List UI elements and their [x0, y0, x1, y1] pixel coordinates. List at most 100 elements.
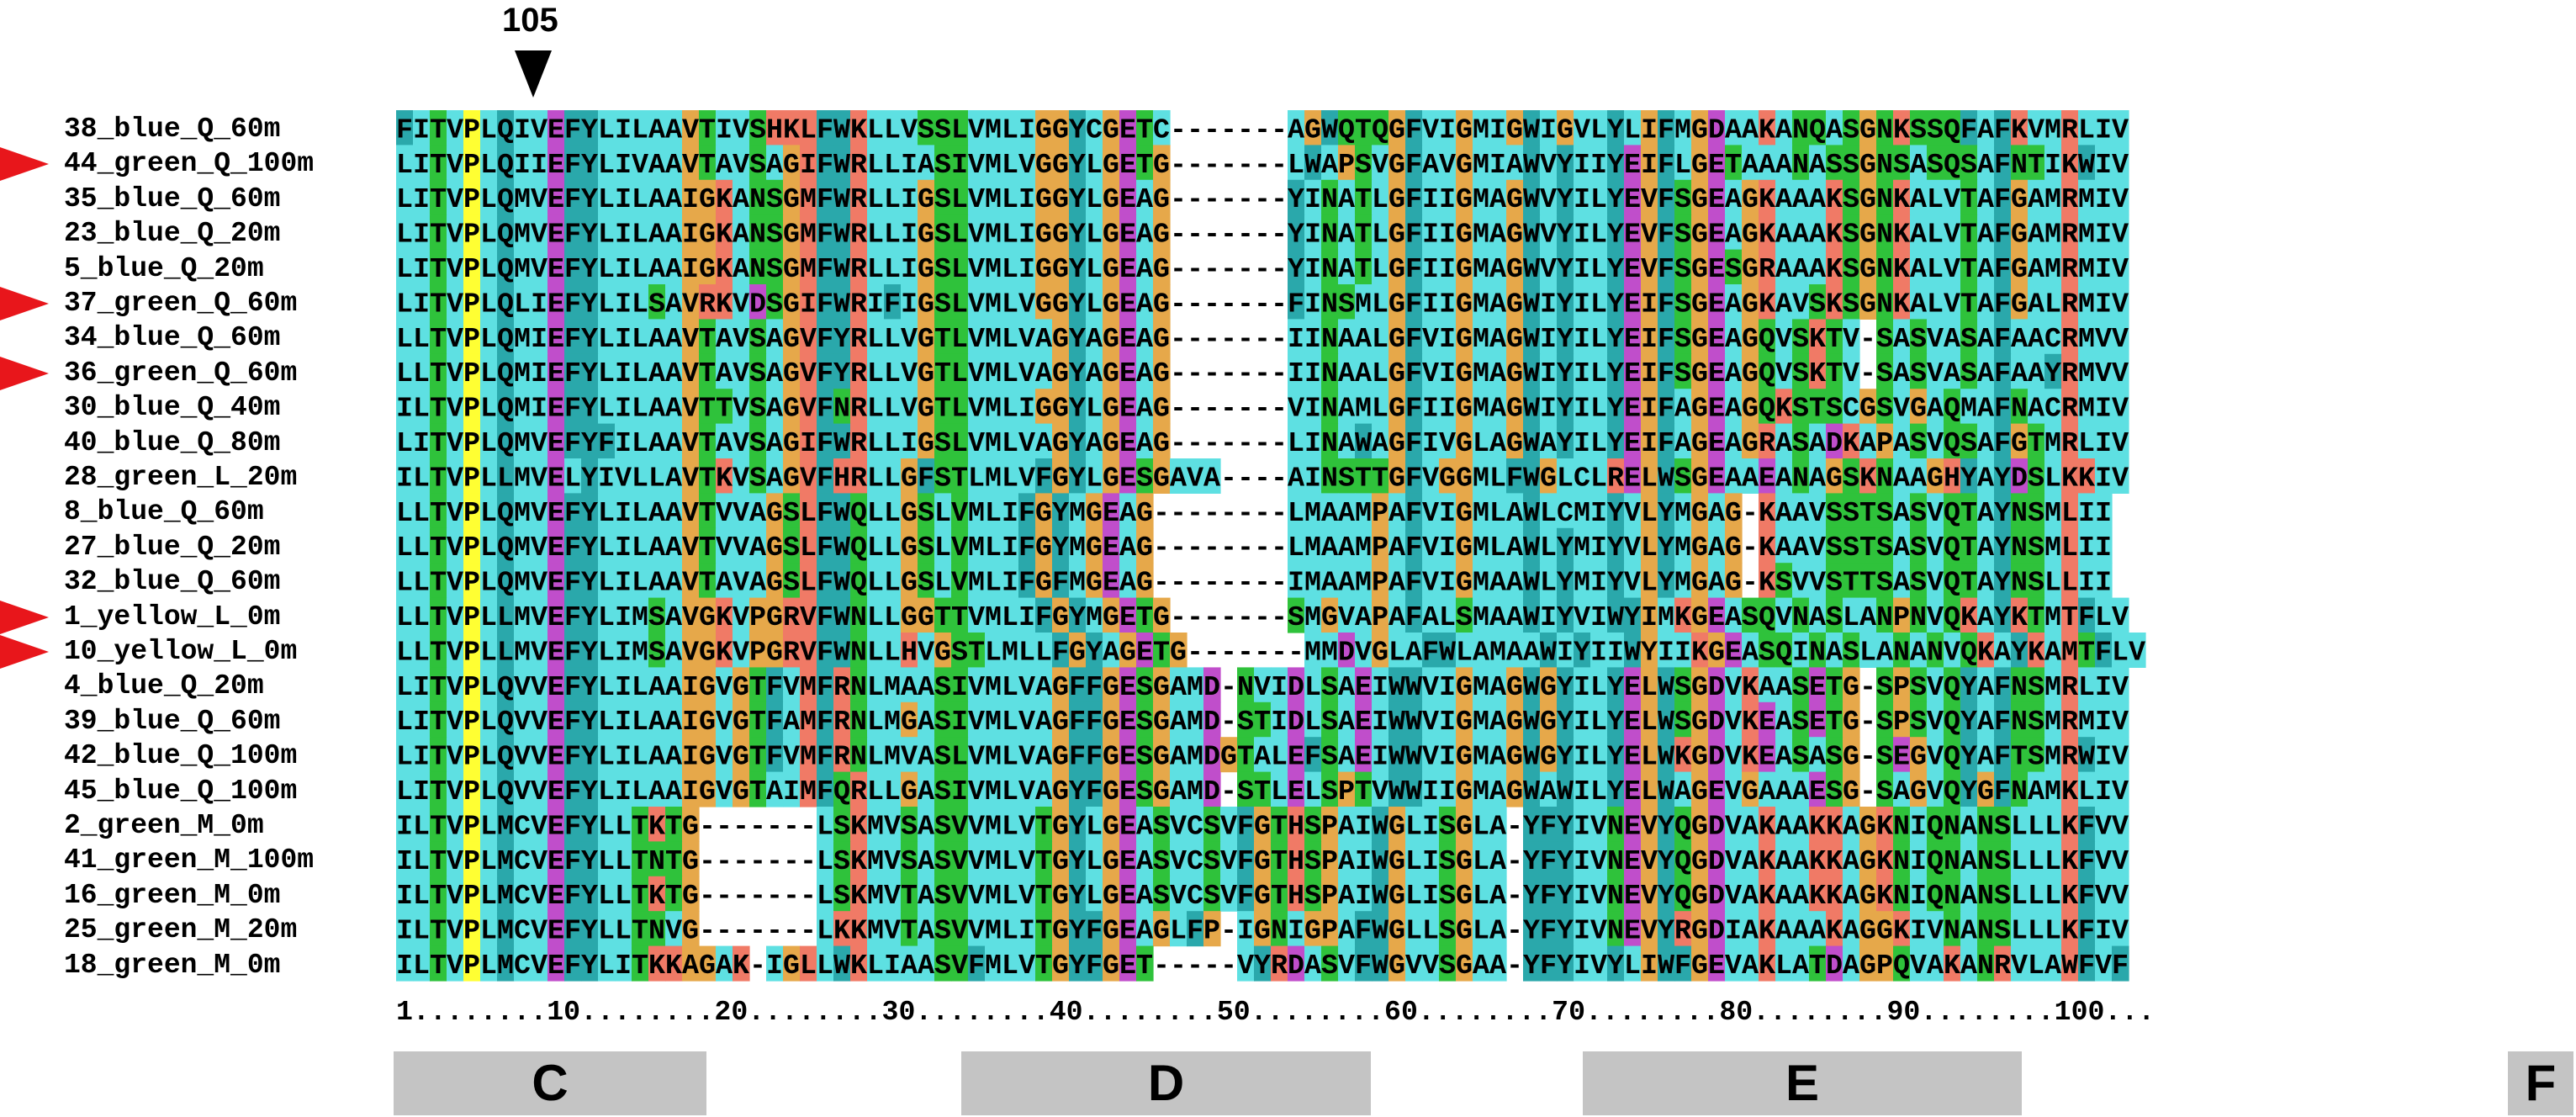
residue-cell — [2095, 284, 2113, 320]
residue-cell — [1826, 319, 1843, 355]
residue-cell — [413, 179, 431, 215]
residue-cell — [1355, 145, 1373, 181]
residue-cell — [430, 353, 447, 389]
residue-cell — [1742, 145, 1759, 181]
residue-cell — [598, 145, 616, 181]
residue-cell — [1389, 145, 1406, 181]
residue-cell — [1506, 353, 1524, 389]
residue-cell — [716, 667, 733, 703]
residue-cell — [598, 353, 616, 389]
residue-cell — [447, 214, 464, 251]
residue-cell — [867, 597, 885, 633]
residue-cell — [531, 284, 548, 320]
residue-cell — [1607, 458, 1625, 494]
region-e-label: E — [1785, 1055, 1820, 1111]
residue-cell — [733, 389, 750, 425]
residue-cell — [514, 633, 532, 668]
residue-cell — [850, 527, 868, 564]
residue-cell — [1136, 527, 1154, 564]
residue-cell — [2078, 423, 2096, 459]
residue-cell — [1557, 249, 1574, 285]
residue-cell — [850, 179, 868, 215]
residue-cell — [1759, 145, 1776, 181]
residue-cell — [1372, 423, 1389, 459]
residue-cell — [2095, 493, 2113, 529]
sequence-label: 37_green_Q_60m — [64, 288, 298, 319]
residue-cell — [1153, 110, 1171, 146]
residue-cell — [547, 284, 565, 320]
residue-cell — [699, 667, 717, 703]
residue-cell — [1338, 563, 1356, 599]
residue-cell — [564, 284, 582, 320]
residue-cell — [1557, 458, 1574, 494]
residue-cell — [447, 423, 464, 459]
residue-cell — [951, 493, 969, 529]
residue-cell — [2112, 319, 2129, 355]
residue-cell — [2078, 214, 2096, 251]
residue-cell — [951, 423, 969, 459]
residue-cell — [1119, 597, 1137, 633]
residue-cell — [1876, 353, 1894, 389]
residue-cell — [1506, 249, 1524, 285]
residue-cell — [665, 493, 683, 529]
residue-cell — [632, 145, 649, 181]
sequence-row: ILTVPLMCVEFYLLTKTG-------LSKMVTASVVMLVTG… — [396, 876, 2129, 912]
residue-cell — [1843, 633, 1860, 668]
residue-cell — [2112, 423, 2129, 459]
residue-cell — [1086, 633, 1103, 668]
residue-cell — [951, 527, 969, 564]
residue-cell — [766, 563, 784, 599]
residue-cell — [1473, 284, 1490, 320]
residue-cell — [581, 527, 599, 564]
residue-cell — [817, 493, 834, 529]
residue-cell — [1876, 423, 1894, 459]
residue-cell — [1473, 597, 1490, 633]
residue-cell — [1708, 458, 1726, 494]
residue-cell — [1069, 563, 1087, 599]
residue-cell — [1136, 597, 1154, 633]
residue-cell — [800, 179, 817, 215]
sequence-text: ILTVPLMCVEFYLLTKTG-------LSKMVSASVVMLVTG… — [396, 810, 2129, 842]
residue-cell — [1775, 179, 1793, 215]
residue-cell — [1338, 458, 1356, 494]
residue-cell — [699, 179, 717, 215]
region-d-label: D — [1147, 1055, 1185, 1111]
residue-cell — [665, 633, 683, 668]
residue-cell — [833, 110, 851, 146]
residue-cell — [413, 633, 431, 668]
residue-cell — [1355, 319, 1373, 355]
residue-cell — [1288, 214, 1305, 251]
residue-cell — [1338, 633, 1356, 668]
sequence-label: 34_blue_Q_60m — [64, 322, 281, 354]
residue-cell — [615, 179, 632, 215]
residue-cell — [716, 319, 733, 355]
residue-cell — [1893, 389, 1911, 425]
residue-cell — [1288, 389, 1305, 425]
residue-cell — [497, 110, 515, 146]
residue-cell — [581, 284, 599, 320]
residue-cell — [2078, 353, 2096, 389]
residue-cell — [2028, 110, 2045, 146]
sequence-text: LLTVPLLMVEFYLIMSAVGKVPGRVFWNLLGGTTVMLIFG… — [396, 601, 2129, 633]
residue-cell — [615, 423, 632, 459]
residue-cell — [1069, 110, 1087, 146]
residue-cell — [884, 110, 902, 146]
residue-cell — [699, 633, 717, 668]
residue-cell — [1893, 179, 1911, 215]
region-e-bar: E — [1583, 1051, 2022, 1115]
residue-cell — [1103, 353, 1120, 389]
residue-cell — [766, 214, 784, 251]
residue-cell — [1641, 597, 1658, 633]
residue-cell — [1035, 249, 1053, 285]
residue-cell — [783, 667, 801, 703]
residue-cell — [1136, 214, 1154, 251]
residue-cell — [632, 284, 649, 320]
residue-cell — [716, 179, 733, 215]
residue-cell — [1674, 110, 1692, 146]
residue-cell — [480, 179, 498, 215]
residue-cell — [918, 353, 935, 389]
residue-cell — [699, 249, 717, 285]
residue-cell — [1809, 423, 1827, 459]
residue-cell — [581, 633, 599, 668]
residue-cell — [884, 633, 902, 668]
